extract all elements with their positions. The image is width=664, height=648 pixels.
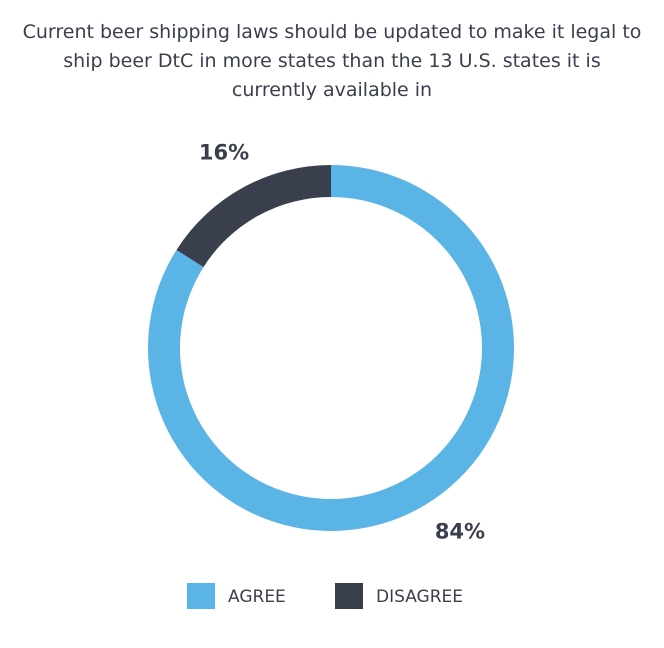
- legend-label: AGREE: [228, 587, 286, 607]
- legend-label: DISAGREE: [376, 587, 463, 607]
- donut-segment: [176, 165, 331, 268]
- legend-swatch: [335, 583, 363, 609]
- data-label: 84%: [435, 520, 485, 544]
- data-label: 16%: [199, 140, 249, 164]
- chart-title: Current beer shipping laws should be upd…: [22, 21, 642, 101]
- legend-swatch: [187, 583, 215, 609]
